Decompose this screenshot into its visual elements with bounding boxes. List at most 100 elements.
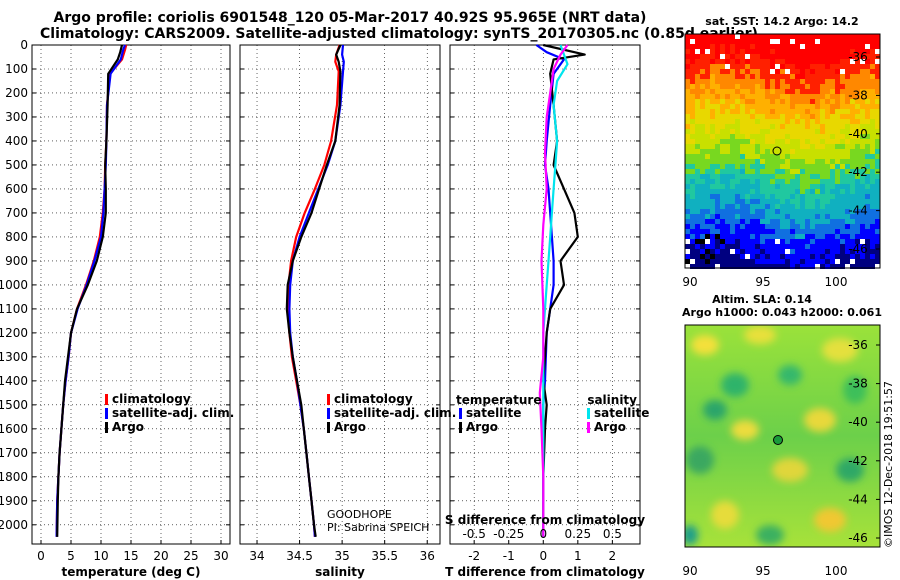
sst-cell: [735, 174, 740, 179]
sst-cell: [850, 179, 855, 184]
sst-cell: [750, 204, 755, 209]
sst-cell: [835, 264, 840, 269]
sst-cell: [825, 59, 830, 64]
sst-cell: [720, 174, 725, 179]
sst-cell: [840, 189, 845, 194]
sst-cell: [775, 99, 780, 104]
sst-cell: [790, 129, 795, 134]
sst-cell: [830, 49, 835, 54]
sst-cell: [870, 229, 875, 234]
sst-cell: [695, 194, 700, 199]
sst-cell: [785, 219, 790, 224]
sst-cell: [700, 89, 705, 94]
sst-cell: [785, 114, 790, 119]
sst-cell: [715, 214, 720, 219]
sst-cell: [730, 224, 735, 229]
sst-cell: [720, 224, 725, 229]
sst-cell: [805, 234, 810, 239]
sst-cell: [795, 204, 800, 209]
sst-cell: [695, 109, 700, 114]
sst-cell: [750, 229, 755, 234]
sst-cell: [800, 69, 805, 74]
sst-cell: [805, 69, 810, 74]
sst-cell: [735, 224, 740, 229]
sst-cell: [805, 114, 810, 119]
sst-cell: [750, 59, 755, 64]
sst-cell: [805, 134, 810, 139]
sst-cell: [715, 84, 720, 89]
sst-cell: [855, 104, 860, 109]
legend-swatch: [327, 422, 330, 433]
sst-cell: [685, 154, 690, 159]
sst-cell: [815, 124, 820, 129]
sst-cell: [790, 164, 795, 169]
sst-cell: [700, 254, 705, 259]
depth-tick-label: 700: [5, 206, 28, 220]
sst-cell: [790, 224, 795, 229]
sst-cell: [710, 114, 715, 119]
sst-cell: [795, 194, 800, 199]
sst-cell: [850, 74, 855, 79]
sst-cell: [715, 199, 720, 204]
sst-cell: [840, 114, 845, 119]
sst-cell: [685, 34, 690, 39]
sst-cell: [725, 54, 730, 59]
sst-cell: [770, 189, 775, 194]
sst-cell: [685, 264, 690, 269]
sst-cell: [875, 109, 880, 114]
sst-cell: [835, 189, 840, 194]
sst-cell: [685, 134, 690, 139]
sst-cell: [855, 114, 860, 119]
sst-cell: [870, 264, 875, 269]
sst-cell: [855, 59, 860, 64]
series-temperature-argo: [542, 43, 586, 537]
depth-tick-label: 1600: [0, 422, 28, 436]
sst-cell: [755, 79, 760, 84]
sst-cell: [865, 74, 870, 79]
sst-cell: [840, 209, 845, 214]
sst-cell: [765, 134, 770, 139]
sst-cell: [840, 154, 845, 159]
sst-cell: [865, 94, 870, 99]
sst-cell: [735, 139, 740, 144]
sst-cell: [810, 89, 815, 94]
sst-cell: [850, 114, 855, 119]
sst-cell: [830, 84, 835, 89]
sst-cell: [705, 199, 710, 204]
legend-label: Argo: [594, 420, 626, 434]
sst-cell: [830, 34, 835, 39]
sst-cell: [775, 139, 780, 144]
sst-cell: [730, 144, 735, 149]
sst-cell: [715, 154, 720, 159]
sst-cell: [710, 259, 715, 264]
sst-cell: [750, 194, 755, 199]
sst-cell: [860, 244, 865, 249]
sst-cell: [705, 229, 710, 234]
x-tick-label: 25: [183, 549, 198, 563]
sst-cell: [705, 109, 710, 114]
sst-cell: [830, 99, 835, 104]
sst-cell: [730, 89, 735, 94]
sst-cell: [765, 49, 770, 54]
sst-cell: [870, 94, 875, 99]
sst-cell: [855, 239, 860, 244]
sst-cell: [780, 69, 785, 74]
sst-cell: [875, 154, 880, 159]
sst-cell: [855, 134, 860, 139]
sst-cell: [690, 164, 695, 169]
sst-cell: [710, 264, 715, 269]
sst-cell: [800, 89, 805, 94]
sst-cell: [695, 244, 700, 249]
sst-cell: [785, 254, 790, 259]
sst-cell: [810, 59, 815, 64]
sst-cell: [715, 64, 720, 69]
sst-cell: [730, 254, 735, 259]
sst-cell: [770, 164, 775, 169]
sst-cell: [840, 224, 845, 229]
sst-cell: [750, 64, 755, 69]
sst-cell: [705, 99, 710, 104]
sst-cell: [775, 259, 780, 264]
sst-cell: [820, 59, 825, 64]
sst-cell: [720, 39, 725, 44]
sst-cell: [795, 234, 800, 239]
